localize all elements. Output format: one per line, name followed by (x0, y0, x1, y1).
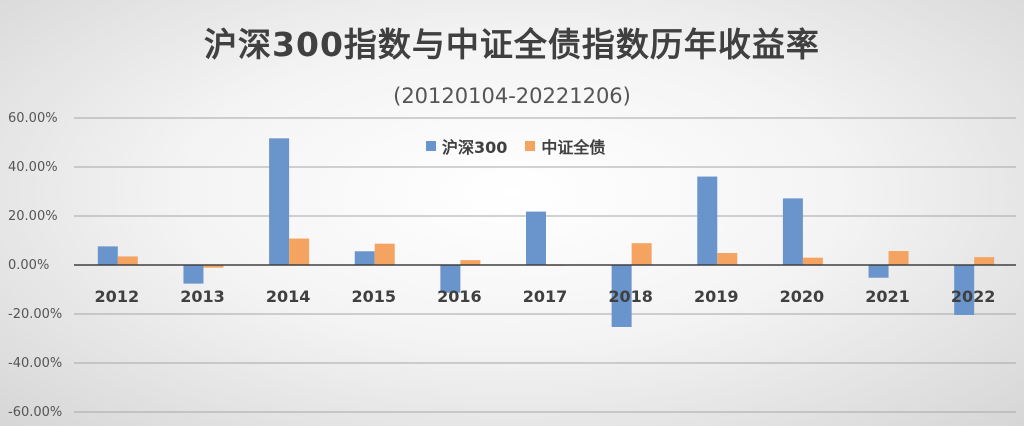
bar (717, 252, 738, 265)
bar (269, 138, 290, 265)
x-category-label: 2013 (180, 287, 225, 306)
y-tick-label: -60.00% (8, 405, 62, 420)
bar (888, 251, 909, 265)
legend-label-series-1: 沪深300 (442, 138, 508, 157)
bar (117, 256, 138, 265)
x-category-label: 2022 (951, 287, 996, 306)
legend-label-series-2: 中证全债 (541, 138, 606, 157)
chart-subtitle: (20120104-20221206) (393, 84, 631, 108)
bar (354, 251, 375, 265)
bar (631, 243, 652, 265)
bar (374, 243, 395, 265)
legend-swatch-series-2 (525, 141, 536, 151)
bar (868, 265, 889, 278)
x-category-label: 2012 (95, 287, 140, 306)
y-tick-label: 20.00% (8, 209, 58, 224)
y-tick-label: 40.00% (8, 160, 58, 175)
x-category-label: 2021 (865, 287, 910, 306)
bar (289, 238, 310, 265)
bar (97, 246, 118, 265)
y-tick-label: 60.00% (8, 111, 58, 126)
x-category-label: 2017 (523, 287, 568, 306)
y-tick-label: -20.00% (8, 307, 62, 322)
bar (782, 198, 803, 265)
bar (526, 211, 546, 265)
legend: 沪深300 中证全债 (426, 134, 605, 158)
x-category-label: 2014 (266, 287, 311, 306)
bar (460, 260, 481, 265)
bar (974, 257, 995, 265)
bar (802, 257, 823, 265)
bar (954, 265, 975, 315)
x-category-label: 2016 (437, 287, 482, 306)
x-category-label: 2019 (694, 287, 739, 306)
bar (183, 265, 204, 284)
legend-item-series-1: 沪深300 (426, 134, 507, 158)
bar (611, 265, 632, 327)
bar (697, 176, 718, 265)
x-category-label: 2020 (780, 287, 825, 306)
y-tick-label: -40.00% (8, 356, 62, 371)
chart-title: 沪深300指数与中证全债指数历年收益率 (204, 25, 820, 64)
x-category-label: 2015 (351, 287, 396, 306)
legend-swatch-series-1 (426, 141, 436, 151)
legend-item-series-2: 中证全债 (525, 134, 605, 158)
x-category-label: 2018 (608, 287, 653, 306)
bar (203, 265, 224, 268)
bar (440, 265, 461, 293)
y-tick-label: 0.00% (8, 258, 49, 273)
